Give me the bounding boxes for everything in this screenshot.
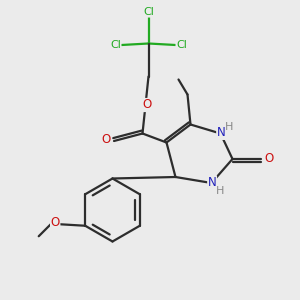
Text: Cl: Cl xyxy=(110,40,121,50)
Text: O: O xyxy=(51,216,60,229)
Text: O: O xyxy=(265,152,274,166)
Text: Cl: Cl xyxy=(143,7,154,17)
Text: Cl: Cl xyxy=(176,40,187,50)
Text: H: H xyxy=(216,185,225,196)
Text: H: H xyxy=(225,122,234,132)
Text: O: O xyxy=(101,133,110,146)
Text: N: N xyxy=(217,126,226,140)
Text: N: N xyxy=(208,176,217,189)
Text: O: O xyxy=(142,98,152,112)
